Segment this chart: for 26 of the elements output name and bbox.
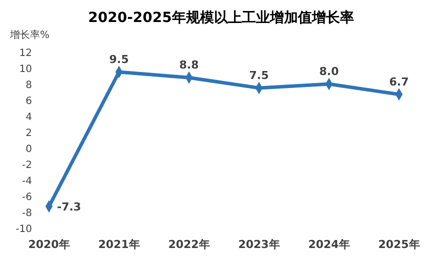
y-tick-label: -4 [22,176,32,187]
chart-title: 2020-2025年规模以上工业增加值增长率 [88,9,354,26]
x-tick-label: 2025年 [378,238,420,251]
x-tick-label: 2024年 [308,238,350,251]
data-label: 8.0 [319,65,340,78]
data-label: 7.5 [249,69,269,82]
y-tick-label: 10 [19,64,32,75]
y-tick-label: 6 [26,96,32,107]
data-label: 6.7 [389,75,409,88]
y-tick-label: 4 [26,112,32,123]
data-label: -7.3 [57,200,82,214]
data-label: 9.5 [109,53,129,66]
y-tick-label: -10 [16,224,32,235]
x-tick-label: 2023年 [238,238,280,251]
data-label: 8.8 [179,58,199,72]
y-tick-label: 2 [26,128,32,139]
y-tick-label: -8 [22,208,32,219]
y-tick-label: 12 [19,48,32,59]
y-tick-label: -2 [22,160,32,171]
y-tick-label: 0 [26,144,32,155]
y-axis-title: 增长率% [9,29,50,41]
y-tick-label: -6 [22,192,32,203]
x-tick-label: 2020年 [28,238,70,251]
y-tick-label: 8 [26,80,32,91]
x-tick-label: 2022年 [168,238,210,251]
x-tick-label: 2021年 [98,238,140,251]
